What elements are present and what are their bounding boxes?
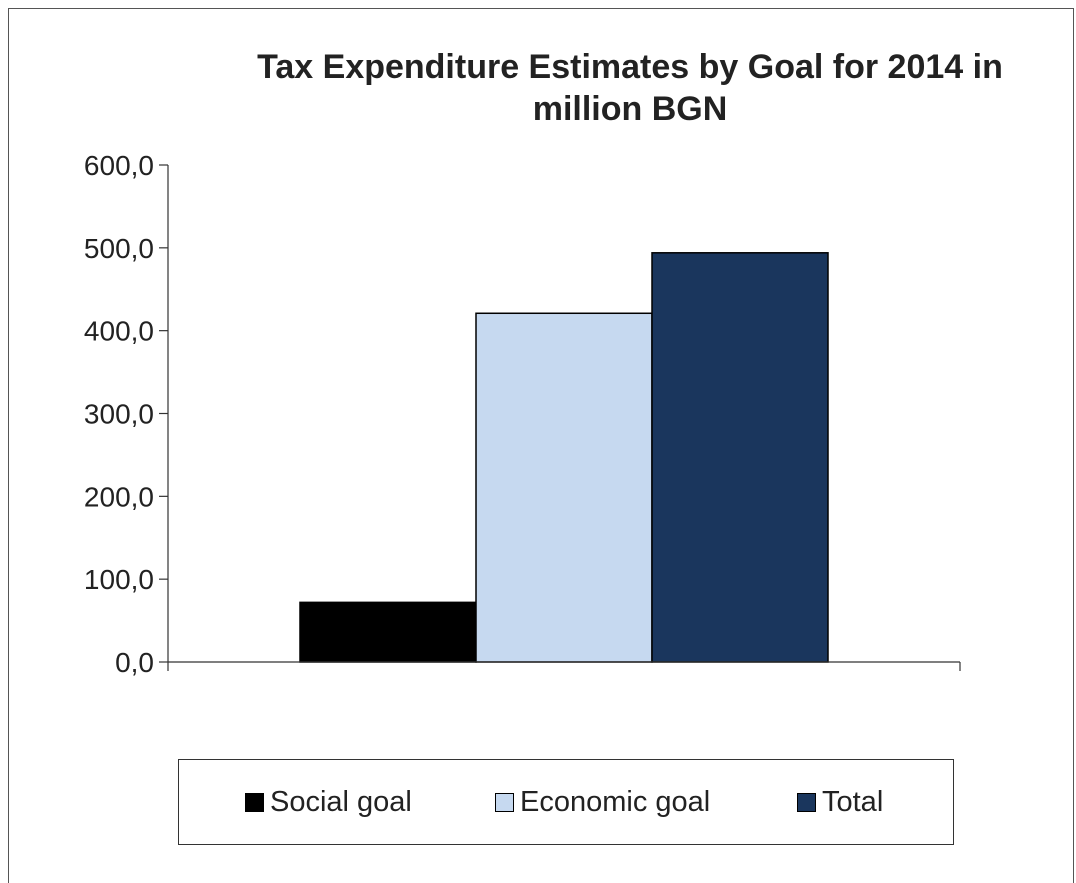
legend-label-social-goal: Social goal xyxy=(270,785,412,818)
legend-item-economic-goal: Economic goal xyxy=(495,760,710,844)
legend-label-economic-goal: Economic goal xyxy=(520,785,711,818)
legend-swatch-economic-goal xyxy=(495,792,514,812)
bar-total xyxy=(651,252,829,663)
y-tick-label: 0,0 xyxy=(115,647,154,678)
legend-swatch-total xyxy=(797,792,816,812)
legend-swatch-social-goal xyxy=(245,792,264,812)
bar-social-goal xyxy=(299,601,477,663)
legend-label-total: Total xyxy=(822,785,884,818)
bar-economic-goal xyxy=(475,312,653,663)
x-axis xyxy=(167,661,961,671)
y-tick-label: 400,0 xyxy=(84,316,154,347)
chart-frame xyxy=(8,8,1074,883)
y-tick-label: 200,0 xyxy=(84,481,154,512)
y-tick-label: 300,0 xyxy=(84,399,154,430)
y-axis: 0,0 100,0 200,0 300,0 400,0 500,0 600,0 xyxy=(84,150,169,678)
chart-title: Tax Expenditure Estimates by Goal for 20… xyxy=(257,48,1003,128)
y-tick-label: 500,0 xyxy=(84,233,154,264)
y-tick-label: 100,0 xyxy=(84,564,154,595)
legend-item-social-goal: Social goal xyxy=(245,760,412,844)
y-tick-label: 600,0 xyxy=(84,150,154,181)
legend-item-total: Total xyxy=(797,760,883,844)
bars xyxy=(299,252,829,663)
legend: Social goal Economic goal Total xyxy=(178,759,954,845)
